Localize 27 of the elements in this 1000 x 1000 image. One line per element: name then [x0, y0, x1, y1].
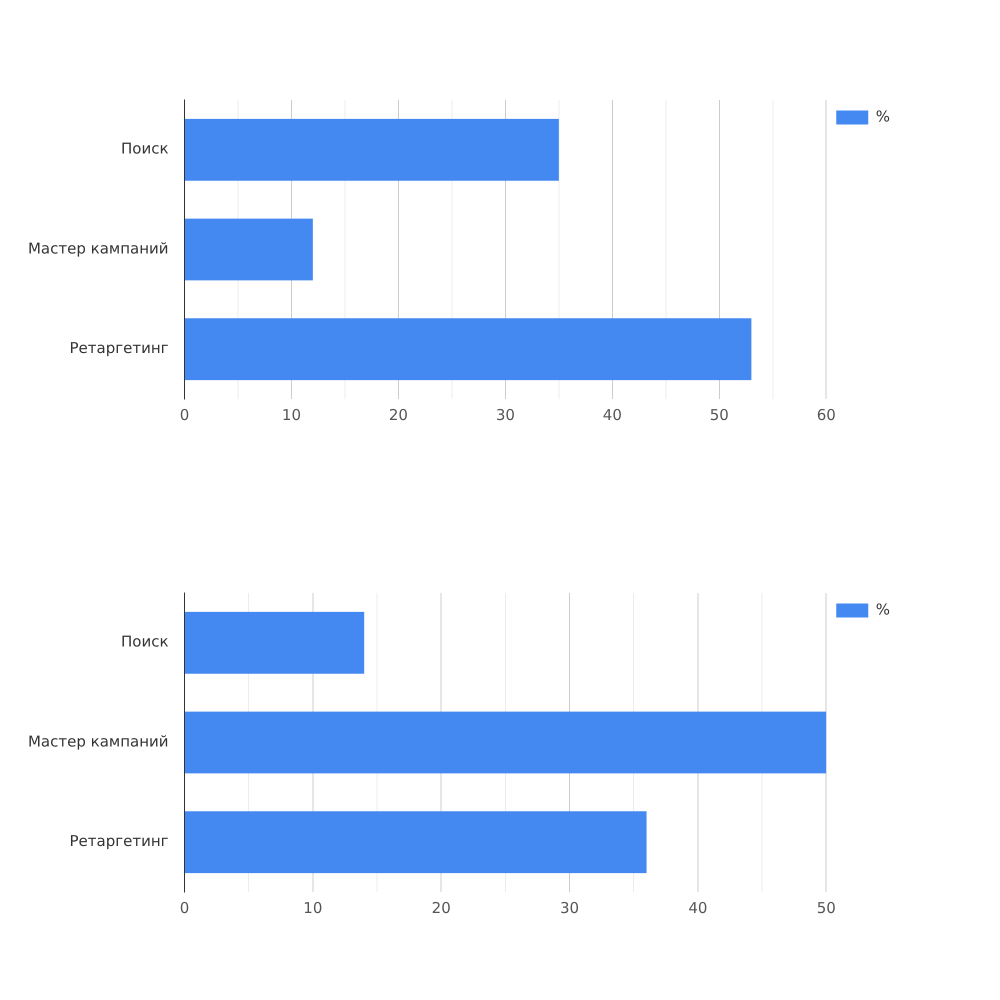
x-tick-label: 30 [496, 406, 515, 424]
legend-label: % [876, 600, 890, 618]
x-tick-label: 40 [602, 406, 622, 424]
bar [185, 612, 364, 674]
bar [185, 118, 559, 181]
y-tick-label: Поиск [120, 632, 169, 651]
x-tick-label: 30 [560, 898, 580, 917]
legend-label: % [876, 107, 890, 126]
bar [185, 811, 647, 874]
x-tick-label: 0 [180, 898, 190, 917]
x-tick-label: 50 [816, 898, 836, 917]
y-tick-label: Ретаргетинг [69, 832, 169, 850]
y-tick-label: Ретаргетинг [69, 339, 169, 358]
y-tick-label: Мастер кампаний [28, 732, 169, 750]
bar [185, 712, 826, 774]
x-tick-label: 20 [388, 406, 408, 424]
x-tick-label: 10 [303, 898, 322, 917]
x-tick-label: 40 [688, 898, 708, 917]
bar [185, 218, 313, 280]
y-tick-label: Мастер кампаний [28, 239, 169, 258]
x-tick-label: 60 [816, 406, 836, 424]
x-tick-label: 10 [282, 406, 302, 424]
x-tick-label: 0 [180, 406, 190, 424]
x-tick-label: 50 [710, 406, 729, 424]
bar [185, 318, 752, 380]
x-tick-label: 20 [432, 898, 451, 917]
y-tick-label: Поиск [120, 140, 169, 158]
